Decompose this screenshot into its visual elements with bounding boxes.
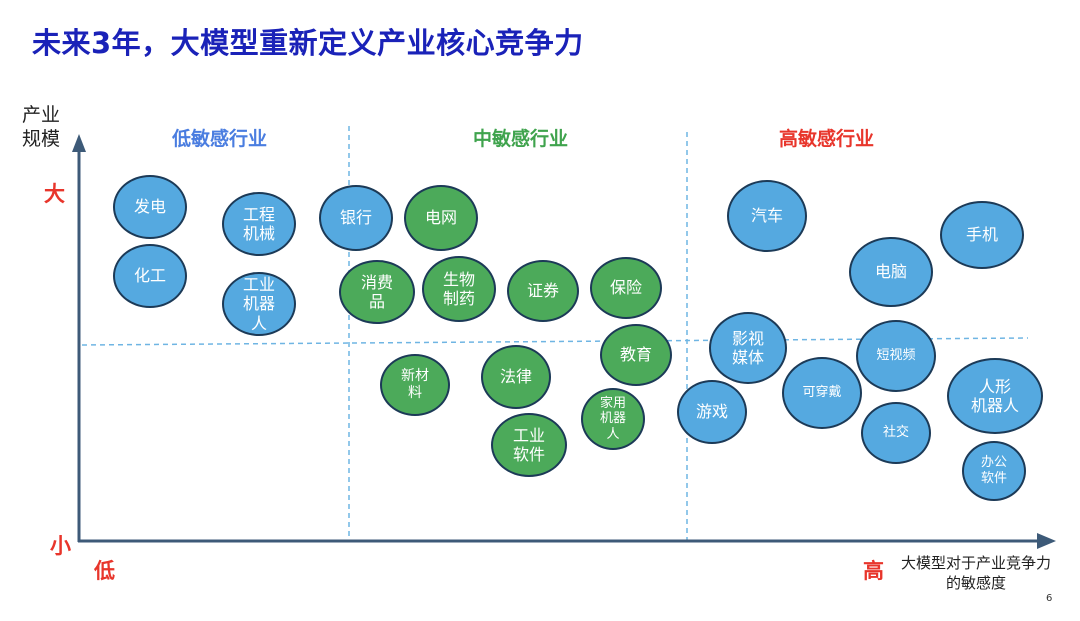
industry-bubble-label: 可穿戴	[802, 385, 842, 401]
industry-bubble: 银行	[319, 185, 393, 251]
industry-bubble-label: 办公 软件	[980, 455, 1007, 486]
industry-bubble-label: 电网	[424, 208, 457, 228]
industry-bubble-label: 手机	[965, 225, 998, 245]
y-axis-label: 产业 规模	[22, 104, 61, 150]
industry-bubble-label: 电脑	[874, 262, 907, 282]
industry-bubble: 手机	[940, 201, 1024, 269]
industry-bubble: 电网	[404, 185, 478, 251]
industry-bubble: 汽车	[727, 180, 807, 252]
industry-bubble: 证券	[507, 260, 579, 322]
industry-bubble-label: 化工	[133, 266, 166, 286]
x-axis-label: 大模型对于产业竞争力的敏感度	[900, 554, 1051, 592]
industry-bubble-label: 游戏	[695, 402, 728, 422]
page-number: 6	[1046, 593, 1053, 604]
industry-bubble: 发电	[113, 175, 187, 239]
industry-bubble-label: 汽车	[750, 206, 783, 226]
horizontal-divider-line	[81, 337, 1029, 346]
industry-bubble: 游戏	[677, 380, 747, 444]
industry-bubble-label: 社交	[882, 425, 909, 441]
industry-bubble-label: 法律	[499, 367, 532, 387]
industry-bubble-label: 教育	[619, 345, 652, 365]
industry-bubble-label: 影视 媒体	[731, 328, 764, 367]
industry-bubble-label: 工程 机械	[242, 204, 275, 243]
industry-bubble-label: 家用 机器 人	[599, 395, 626, 442]
industry-bubble: 新材 料	[380, 354, 450, 416]
x-axis-arrow-icon	[1037, 533, 1056, 549]
industry-bubble: 工业 软件	[491, 413, 567, 477]
industry-bubble-label: 消费 品	[360, 272, 393, 311]
industry-bubble: 教育	[600, 324, 672, 386]
industry-bubble-label: 工业 软件	[512, 425, 545, 464]
industry-bubble: 短视频	[856, 320, 936, 392]
zone-label-mid: 中敏感行业	[473, 128, 569, 150]
industry-bubble: 办公 软件	[962, 441, 1026, 501]
industry-bubble: 生物 制药	[422, 256, 496, 322]
industry-bubble: 影视 媒体	[709, 312, 787, 384]
industry-bubble-label: 人形 机器人	[970, 376, 1019, 415]
x-tick-low: 低	[94, 559, 115, 583]
industry-bubble: 化工	[113, 244, 187, 308]
y-axis-arrow-icon	[72, 134, 86, 152]
industry-bubble-label: 新材 料	[401, 368, 429, 401]
industry-bubble-label: 证券	[526, 281, 559, 301]
industry-bubble: 保险	[590, 257, 662, 319]
zone-label-low: 低敏感行业	[172, 128, 268, 150]
industry-bubble-label: 工业 机器 人	[242, 275, 275, 333]
y-tick-low: 小	[50, 534, 71, 558]
x-tick-high: 高	[863, 559, 884, 583]
industry-bubble: 电脑	[849, 237, 933, 307]
zone-label-high: 高敏感行业	[779, 128, 875, 150]
industry-bubble: 工业 机器 人	[222, 272, 296, 336]
industry-bubble-label: 银行	[339, 208, 372, 228]
industry-bubble: 消费 品	[339, 260, 415, 324]
industry-bubble-label: 发电	[133, 197, 166, 217]
industry-bubble: 法律	[481, 345, 551, 409]
industry-bubble: 工程 机械	[222, 192, 296, 256]
y-tick-high: 大	[44, 182, 65, 206]
industry-bubble-label: 短视频	[876, 348, 916, 364]
industry-bubble: 可穿戴	[782, 357, 862, 429]
industry-bubble-label: 保险	[609, 278, 642, 298]
page-title: 未来3年，大模型重新定义产业核心竞争力	[32, 26, 584, 60]
industry-bubble: 人形 机器人	[947, 358, 1043, 434]
industry-bubble: 家用 机器 人	[581, 388, 645, 450]
industry-bubble: 社交	[861, 402, 931, 464]
industry-bubble-label: 生物 制药	[442, 269, 475, 308]
